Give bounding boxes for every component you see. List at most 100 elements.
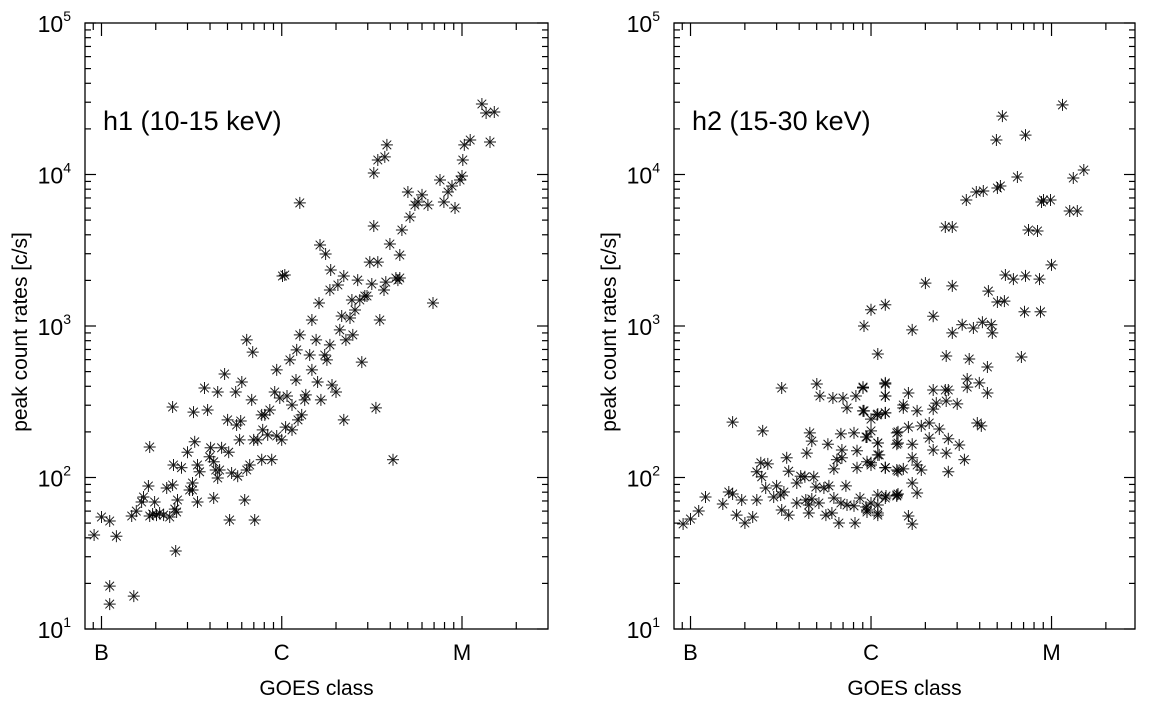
- data-point: [290, 374, 302, 386]
- data-point: [927, 310, 940, 323]
- data-point: [830, 453, 843, 466]
- data-point: [770, 479, 783, 492]
- data-point: [222, 446, 235, 459]
- data-point: [849, 390, 862, 402]
- data-point: [295, 408, 308, 421]
- data-point: [293, 196, 306, 209]
- data-point: [330, 386, 342, 398]
- data-point: [865, 413, 877, 426]
- data-point: [1044, 194, 1057, 206]
- data-point: [333, 323, 346, 336]
- data-point: [283, 353, 296, 366]
- data-point: [1019, 269, 1032, 282]
- data-point: [923, 417, 936, 429]
- data-point: [223, 514, 236, 526]
- data-point: [207, 455, 220, 468]
- data-point: [211, 472, 224, 484]
- data-point: [326, 379, 338, 391]
- data-point: [464, 134, 477, 146]
- data-point: [951, 397, 964, 410]
- data-point: [1007, 273, 1020, 286]
- data-point: [314, 393, 327, 406]
- data-point: [809, 481, 822, 493]
- data-point: [946, 326, 959, 339]
- data-point: [807, 470, 820, 483]
- data-point: [858, 404, 870, 417]
- data-point: [351, 274, 364, 287]
- data-point: [933, 423, 946, 435]
- data-point: [716, 498, 729, 510]
- y-tick-exponent: 2: [63, 463, 71, 479]
- data-point: [726, 488, 739, 500]
- data-point: [902, 387, 915, 399]
- data-point: [103, 580, 116, 593]
- data-point: [821, 438, 834, 451]
- data-point: [320, 353, 333, 366]
- y-tick-exponent: 5: [652, 8, 660, 24]
- data-point: [841, 401, 853, 414]
- data-point: [273, 392, 286, 404]
- data-point: [990, 134, 1003, 146]
- data-point: [967, 322, 980, 334]
- y-tick-base: 10: [627, 163, 653, 189]
- data-point: [261, 428, 274, 441]
- y-tick-exponent: 3: [63, 311, 71, 327]
- data-point: [977, 185, 990, 197]
- data-point: [942, 432, 955, 445]
- data-point: [365, 278, 378, 290]
- data-point: [215, 441, 228, 454]
- x-tick-label: B: [94, 640, 109, 665]
- data-point: [103, 515, 116, 527]
- data-point: [782, 465, 795, 478]
- data-point: [800, 447, 813, 460]
- data-point: [738, 517, 751, 529]
- data-point: [234, 415, 247, 427]
- y-tick-base: 10: [627, 617, 653, 643]
- data-point: [170, 506, 183, 518]
- data-point: [421, 199, 434, 211]
- data-point: [293, 328, 306, 341]
- data-point: [834, 427, 847, 440]
- y-tick-label: 105: [627, 8, 661, 37]
- data-point: [942, 384, 955, 396]
- data-point: [270, 363, 283, 376]
- data-point: [902, 421, 915, 434]
- data-point: [726, 416, 739, 429]
- data-point: [395, 224, 408, 236]
- data-point: [240, 333, 253, 346]
- data-point: [442, 186, 454, 198]
- data-point: [755, 470, 768, 483]
- data-point: [387, 453, 399, 466]
- data-point: [480, 107, 493, 119]
- data-point: [446, 180, 458, 192]
- data-point: [201, 404, 214, 416]
- data-point: [782, 509, 795, 522]
- y-tick-label: 104: [627, 160, 661, 189]
- data-point: [767, 491, 780, 503]
- data-point: [171, 494, 184, 506]
- data-point: [137, 491, 150, 503]
- data-point: [865, 497, 877, 509]
- data-point: [960, 194, 973, 206]
- y-tick-exponent: 4: [63, 160, 71, 176]
- data-point: [803, 426, 816, 439]
- y-axis-title: peak count rates [c/s]: [598, 232, 621, 432]
- data-point: [318, 349, 331, 361]
- data-point: [976, 316, 989, 329]
- data-point: [361, 290, 373, 302]
- data-point: [148, 496, 161, 508]
- data-point: [323, 284, 336, 296]
- y-tick-base: 10: [627, 466, 653, 492]
- data-point: [827, 462, 840, 475]
- data-point: [942, 465, 955, 478]
- data-point: [238, 494, 251, 506]
- data-point: [437, 196, 450, 208]
- y-tick-label: 105: [38, 8, 72, 37]
- data-point: [865, 303, 877, 316]
- y-tick-exponent: 5: [63, 8, 71, 24]
- data-point: [110, 530, 123, 543]
- data-point: [225, 467, 238, 479]
- data-point: [484, 136, 496, 148]
- data-point: [187, 406, 200, 419]
- data-point: [805, 435, 818, 448]
